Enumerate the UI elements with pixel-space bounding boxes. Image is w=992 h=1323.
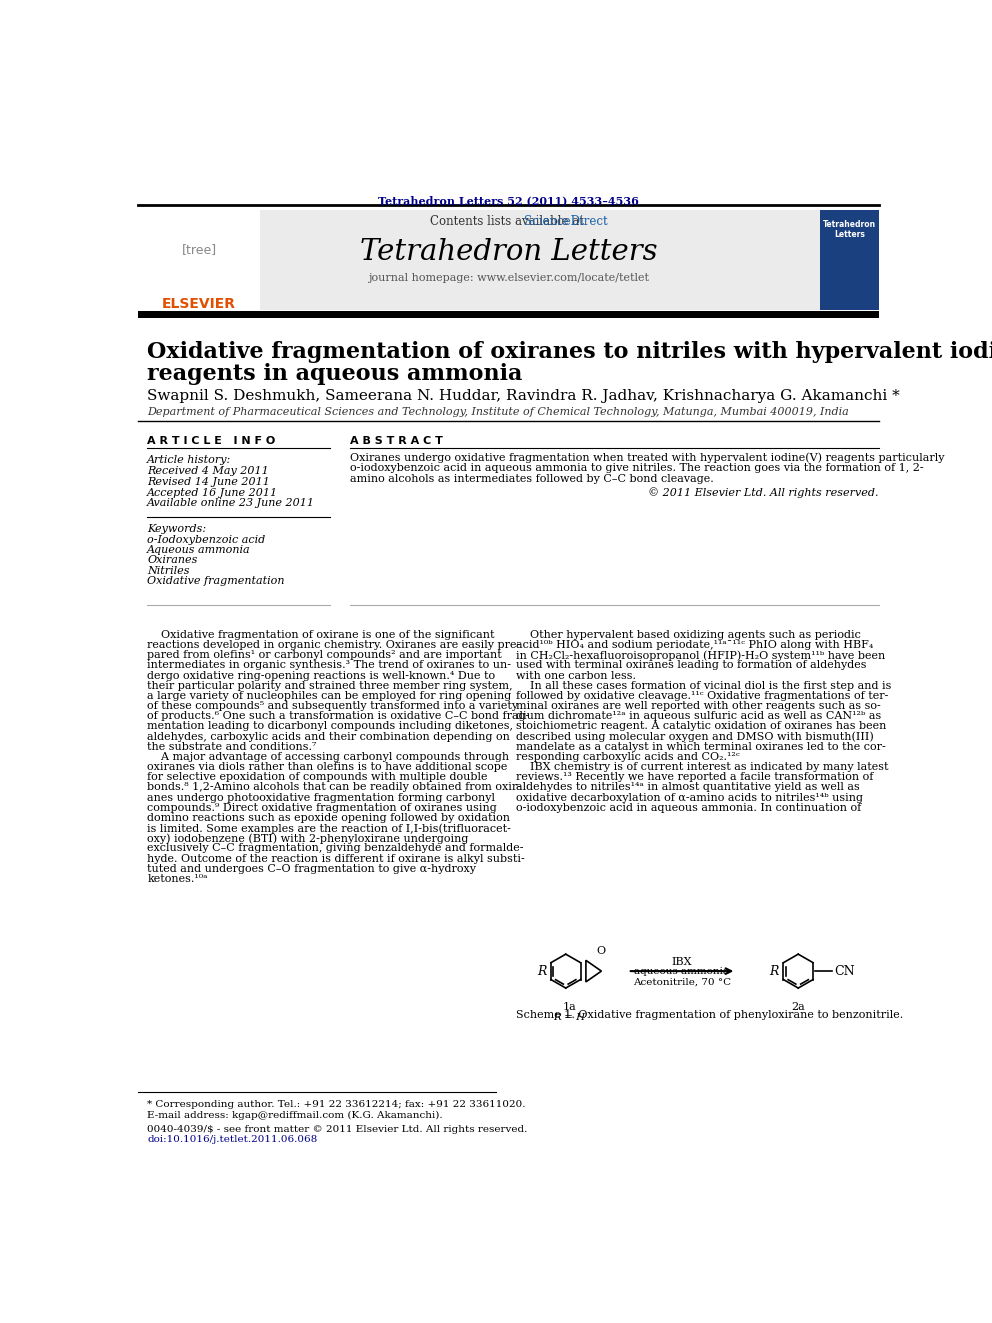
Text: oxiranes via diols rather than olefins is to have additional scope: oxiranes via diols rather than olefins i… (147, 762, 508, 773)
Bar (138, 311, 879, 318)
Text: Nitriles: Nitriles (147, 566, 189, 576)
Text: o-iodoxybenzoic acid in aqueous ammonia. In continuation of: o-iodoxybenzoic acid in aqueous ammonia.… (516, 803, 861, 812)
Text: R = H: R = H (554, 1012, 585, 1021)
Text: 1a: 1a (562, 1002, 576, 1012)
Text: Received 4 May 2011: Received 4 May 2011 (147, 466, 269, 476)
Text: aldehydes to nitriles¹⁴ᵃ in almost quantitative yield as well as: aldehydes to nitriles¹⁴ᵃ in almost quant… (516, 782, 860, 792)
Text: Revised 14 June 2011: Revised 14 June 2011 (147, 476, 270, 487)
Text: o-Iodoxybenzoic acid: o-Iodoxybenzoic acid (147, 534, 266, 545)
Text: Department of Pharmaceutical Sciences and Technology, Institute of Chemical Tech: Department of Pharmaceutical Sciences an… (147, 407, 849, 418)
Text: responding carboxylic acids and CO₂.¹²ᶜ: responding carboxylic acids and CO₂.¹²ᶜ (516, 751, 740, 762)
Text: In all these cases formation of vicinal diol is the first step and is: In all these cases formation of vicinal … (516, 681, 892, 691)
Text: Oxidative fragmentation of oxiranes to nitriles with hypervalent iodine(V): Oxidative fragmentation of oxiranes to n… (147, 341, 992, 364)
Text: is limited. Some examples are the reaction of I,I-bis(trifluoracet-: is limited. Some examples are the reacti… (147, 823, 511, 833)
Text: R: R (537, 964, 547, 978)
Text: Other hypervalent based oxidizing agents such as periodic: Other hypervalent based oxidizing agents… (516, 630, 861, 640)
Text: reviews.¹³ Recently we have reported a facile transformation of: reviews.¹³ Recently we have reported a f… (516, 773, 874, 782)
Text: Tetrahedron: Tetrahedron (822, 221, 876, 229)
Text: ketones.¹⁰ᵃ: ketones.¹⁰ᵃ (147, 875, 207, 884)
Text: Scheme 1. Oxidative fragmentation of phenyloxirane to benzonitrile.: Scheme 1. Oxidative fragmentation of phe… (516, 1009, 904, 1020)
Text: Keywords:: Keywords: (147, 524, 206, 533)
Text: oxy) iodobenzene (BTI) with 2-phenyloxirane undergoing: oxy) iodobenzene (BTI) with 2-phenyloxir… (147, 833, 468, 844)
Text: used with terminal oxiranes leading to formation of aldehydes: used with terminal oxiranes leading to f… (516, 660, 867, 671)
Text: pared from olefins¹ or carbonyl compounds² and are important: pared from olefins¹ or carbonyl compound… (147, 651, 502, 660)
Text: a large variety of nucleophiles can be employed for ring opening: a large variety of nucleophiles can be e… (147, 691, 512, 701)
Text: Oxidative fragmentation of oxirane is one of the significant: Oxidative fragmentation of oxirane is on… (147, 630, 495, 640)
Text: Acetonitrile, 70 °C: Acetonitrile, 70 °C (633, 978, 731, 987)
Text: dergo oxidative ring-opening reactions is well-known.⁴ Due to: dergo oxidative ring-opening reactions i… (147, 671, 495, 680)
Text: Aqueous ammonia: Aqueous ammonia (147, 545, 251, 554)
Text: minal oxiranes are well reported with other reagents such as so-: minal oxiranes are well reported with ot… (516, 701, 881, 712)
Text: Oxiranes: Oxiranes (147, 556, 197, 565)
Bar (138, 210, 879, 311)
Text: hyde. Outcome of the reaction is different if oxirane is alkyl substi-: hyde. Outcome of the reaction is differe… (147, 853, 525, 864)
Text: CN: CN (834, 964, 854, 978)
Text: ELSEVIER: ELSEVIER (162, 298, 236, 311)
Text: A B S T R A C T: A B S T R A C T (350, 437, 443, 446)
Text: Contents lists available at: Contents lists available at (430, 214, 587, 228)
Text: * Corresponding author. Tel.: +91 22 33612214; fax: +91 22 33611020.: * Corresponding author. Tel.: +91 22 336… (147, 1099, 526, 1109)
Text: Swapnil S. Deshmukh, Sameerana N. Huddar, Ravindra R. Jadhav, Krishnacharya G. A: Swapnil S. Deshmukh, Sameerana N. Huddar… (147, 389, 900, 404)
Text: Accepted 16 June 2011: Accepted 16 June 2011 (147, 488, 279, 497)
Text: Oxidative fragmentation: Oxidative fragmentation (147, 576, 285, 586)
Text: Article history:: Article history: (147, 455, 231, 466)
Text: doi:10.1016/j.tetlet.2011.06.068: doi:10.1016/j.tetlet.2011.06.068 (147, 1135, 317, 1144)
Text: IBX: IBX (672, 958, 692, 967)
Text: tuted and undergoes C–O fragmentation to give α-hydroxy: tuted and undergoes C–O fragmentation to… (147, 864, 476, 873)
Text: Tetrahedron Letters: Tetrahedron Letters (359, 238, 658, 266)
Text: reactions developed in organic chemistry. Oxiranes are easily pre-: reactions developed in organic chemistry… (147, 640, 521, 650)
Text: IBX chemistry is of current interest as indicated by many latest: IBX chemistry is of current interest as … (516, 762, 889, 773)
Bar (138, 210, 260, 311)
Text: A R T I C L E   I N F O: A R T I C L E I N F O (147, 437, 276, 446)
Text: described using molecular oxygen and DMSO with bismuth(III): described using molecular oxygen and DMS… (516, 732, 874, 742)
Text: aldehydes, carboxylic acids and their combination depending on: aldehydes, carboxylic acids and their co… (147, 732, 510, 742)
Text: mentation leading to dicarbonyl compounds including diketones,: mentation leading to dicarbonyl compound… (147, 721, 513, 732)
Text: followed by oxidative cleavage.¹¹ᶜ Oxidative fragmentations of ter-: followed by oxidative cleavage.¹¹ᶜ Oxida… (516, 691, 889, 701)
Text: o-iodoxybenzoic acid in aqueous ammonia to give nitriles. The reaction goes via : o-iodoxybenzoic acid in aqueous ammonia … (350, 463, 924, 474)
Text: mandelate as a catalyst in which terminal oxiranes led to the cor-: mandelate as a catalyst in which termina… (516, 742, 886, 751)
Text: ScienceDirect: ScienceDirect (524, 214, 607, 228)
Text: intermediates in organic synthesis.³ The trend of oxiranes to un-: intermediates in organic synthesis.³ The… (147, 660, 511, 671)
Text: for selective epoxidation of compounds with multiple double: for selective epoxidation of compounds w… (147, 773, 488, 782)
Text: 0040-4039/$ - see front matter © 2011 Elsevier Ltd. All rights reserved.: 0040-4039/$ - see front matter © 2011 El… (147, 1125, 528, 1134)
Text: amino alcohols as intermediates followed by C–C bond cleavage.: amino alcohols as intermediates followed… (350, 474, 714, 484)
Text: domino reactions such as epoxide opening followed by oxidation: domino reactions such as epoxide opening… (147, 812, 510, 823)
Text: 2a: 2a (792, 1002, 806, 1012)
Text: O: O (597, 946, 606, 955)
Text: acid¹⁰ᵇ HIO₄ and sodium periodate,¹¹ᵃˉ¹¹ᶜ PhIO along with HBF₄: acid¹⁰ᵇ HIO₄ and sodium periodate,¹¹ᵃˉ¹¹… (516, 640, 874, 650)
Text: their particular polarity and strained three member ring system,: their particular polarity and strained t… (147, 681, 513, 691)
Text: journal homepage: www.elsevier.com/locate/tetlet: journal homepage: www.elsevier.com/locat… (368, 273, 649, 283)
Text: anes undergo photooxidative fragmentation forming carbonyl: anes undergo photooxidative fragmentatio… (147, 792, 495, 803)
Text: Available online 23 June 2011: Available online 23 June 2011 (147, 499, 315, 508)
Text: compounds.⁹ Direct oxidative fragmentation of oxiranes using: compounds.⁹ Direct oxidative fragmentati… (147, 803, 497, 812)
Text: exclusively C–C fragmentation, giving benzaldehyde and formalde-: exclusively C–C fragmentation, giving be… (147, 844, 524, 853)
Text: stoichiometric reagent. A catalytic oxidation of oxiranes has been: stoichiometric reagent. A catalytic oxid… (516, 721, 887, 732)
Text: reagents in aqueous ammonia: reagents in aqueous ammonia (147, 363, 523, 385)
Text: oxidative decarboxylation of α-amino acids to nitriles¹⁴ᵇ using: oxidative decarboxylation of α-amino aci… (516, 792, 863, 803)
Text: [tree]: [tree] (182, 243, 216, 257)
Text: A major advantage of accessing carbonyl compounds through: A major advantage of accessing carbonyl … (147, 751, 509, 762)
Text: in CH₂Cl₂-hexafluoroisopropanol (HFIP)-H₂O system¹¹ᵇ have been: in CH₂Cl₂-hexafluoroisopropanol (HFIP)-H… (516, 651, 886, 662)
Text: E-mail address: kgap@rediffmail.com (K.G. Akamanchi).: E-mail address: kgap@rediffmail.com (K.G… (147, 1110, 442, 1119)
Text: © 2011 Elsevier Ltd. All rights reserved.: © 2011 Elsevier Ltd. All rights reserved… (649, 487, 879, 497)
Text: of these compounds⁵ and subsequently transformed into a variety: of these compounds⁵ and subsequently tra… (147, 701, 519, 712)
Text: dium dichromate¹²ᵃ in aqueous sulfuric acid as well as CAN¹²ᵇ as: dium dichromate¹²ᵃ in aqueous sulfuric a… (516, 712, 882, 721)
Text: the substrate and conditions.⁷: the substrate and conditions.⁷ (147, 742, 316, 751)
Text: Letters: Letters (834, 230, 865, 238)
Bar (820, 210, 879, 311)
Text: Oxiranes undergo oxidative fragmentation when treated with hypervalent iodine(V): Oxiranes undergo oxidative fragmentation… (350, 452, 944, 463)
Text: with one carbon less.: with one carbon less. (516, 671, 636, 680)
Text: R: R (770, 964, 779, 978)
Text: aqueous ammonia: aqueous ammonia (635, 967, 729, 976)
Text: Tetrahedron Letters 52 (2011) 4533–4536: Tetrahedron Letters 52 (2011) 4533–4536 (378, 196, 639, 206)
Text: of products.⁶ One such a transformation is oxidative C–C bond frag-: of products.⁶ One such a transformation … (147, 712, 530, 721)
Text: bonds.⁸ 1,2-Amino alcohols that can be readily obtained from oxir-: bonds.⁸ 1,2-Amino alcohols that can be r… (147, 782, 521, 792)
